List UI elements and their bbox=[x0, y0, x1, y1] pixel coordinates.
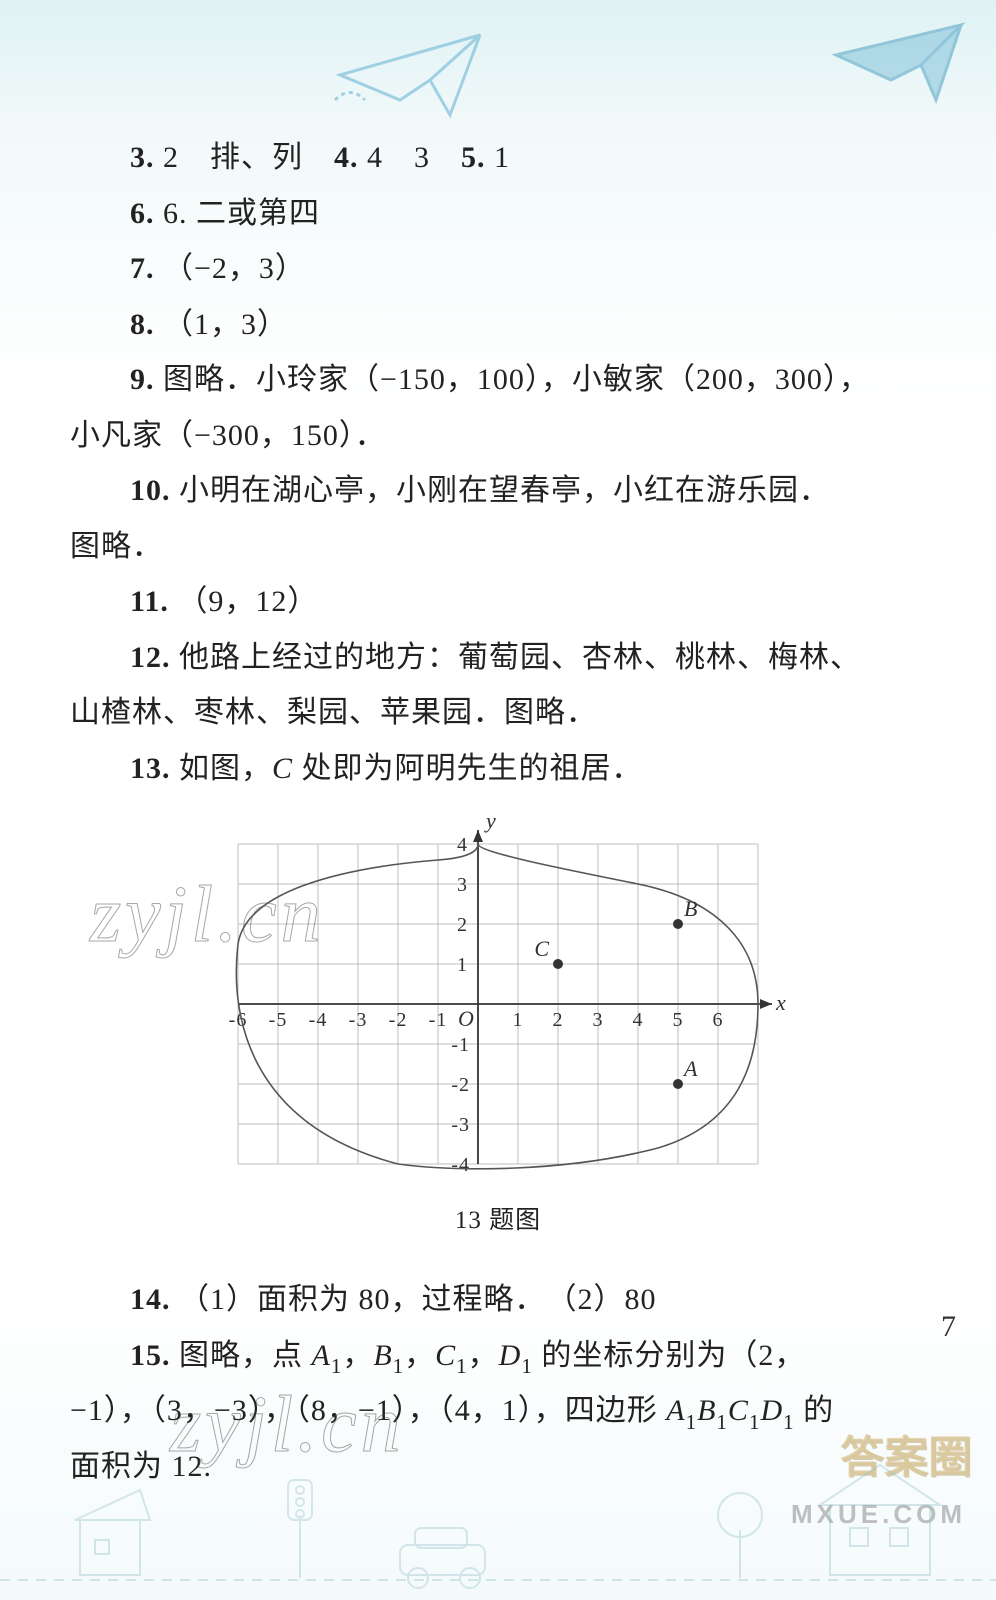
svg-text:y: y bbox=[484, 814, 497, 833]
answer-line: 13. 如图，C 处即为阿明先生的祖居． bbox=[70, 741, 926, 797]
paper-plane-icon bbox=[831, 15, 971, 115]
svg-text:C: C bbox=[534, 936, 550, 961]
svg-text:B: B bbox=[684, 896, 698, 921]
var-c: C bbox=[272, 752, 293, 785]
svg-text:-1: -1 bbox=[451, 1034, 470, 1056]
page-root: 3. 2 排、列 4. 4 3 5. 1 6. 6. 二或第四 7. （−2，3… bbox=[0, 0, 996, 1600]
answer-line: 11. （9，12） bbox=[70, 574, 926, 630]
answer-line: 10. 小明在湖心亭，小刚在望春亭，小红在游乐园． bbox=[70, 463, 926, 519]
svg-text:6: 6 bbox=[713, 1009, 724, 1031]
svg-text:3: 3 bbox=[593, 1009, 604, 1031]
svg-text:-4: -4 bbox=[309, 1009, 328, 1031]
answer-line: 6. 6. 二或第四 bbox=[70, 186, 926, 242]
text: 6. 二或第四 bbox=[163, 197, 320, 230]
svg-text:4: 4 bbox=[633, 1009, 644, 1031]
answer-line: 9. 图略．小玲家（−150，100），小敏家（200，300）， bbox=[70, 352, 926, 408]
svg-text:4: 4 bbox=[457, 834, 468, 856]
svg-text:-5: -5 bbox=[269, 1009, 288, 1031]
answer-line: 14. （1）面积为 80，过程略． （2）80 bbox=[70, 1272, 926, 1328]
svg-text:-4: -4 bbox=[451, 1154, 470, 1176]
svg-text:-3: -3 bbox=[349, 1009, 368, 1031]
svg-text:-1: -1 bbox=[429, 1009, 448, 1031]
svg-text:1: 1 bbox=[457, 954, 468, 976]
answer-line: 8. （1，3） bbox=[70, 297, 926, 353]
page-number: 7 bbox=[941, 1310, 956, 1344]
svg-text:2: 2 bbox=[553, 1009, 564, 1031]
svg-text:O: O bbox=[458, 1006, 475, 1031]
text: 处即为阿明先生的祖居． bbox=[293, 752, 643, 785]
answer-line: 3. 2 排、列 4. 4 3 5. 1 bbox=[70, 130, 926, 186]
answer-line: 12. 他路上经过的地方：葡萄园、杏林、桃林、梅林、 bbox=[70, 630, 926, 686]
answer-line-cont: 山楂林、枣林、梨园、苹果园．图略． bbox=[70, 685, 926, 741]
svg-text:A: A bbox=[682, 1056, 698, 1081]
svg-text:5: 5 bbox=[673, 1009, 684, 1031]
content-body: 3. 2 排、列 4. 4 3 5. 1 6. 6. 二或第四 7. （−2，3… bbox=[70, 130, 926, 1494]
svg-text:-2: -2 bbox=[389, 1009, 408, 1031]
svg-text:-3: -3 bbox=[451, 1114, 470, 1136]
answer-line: 7. （−2，3） bbox=[70, 241, 926, 297]
svg-text:-6: -6 bbox=[229, 1009, 248, 1031]
svg-text:1: 1 bbox=[513, 1009, 524, 1031]
svg-text:2: 2 bbox=[457, 914, 468, 936]
chart-caption: 13 题图 bbox=[70, 1198, 926, 1244]
chart-container: x y O -6 -5 -4 -3 -2 -1 1 2 3 4 5 6 1 2 3 4 -1 -2 -3 -4 A B C 13 … bbox=[70, 814, 926, 1244]
answer-line: 15. 图略，点 A1，B1，C1，D1 的坐标分别为（2， bbox=[70, 1328, 926, 1384]
svg-text:x: x bbox=[775, 990, 787, 1015]
footer-scene-icon bbox=[0, 1420, 996, 1600]
coordinate-chart: x y O -6 -5 -4 -3 -2 -1 1 2 3 4 5 6 1 2 3 4 -1 -2 -3 -4 A B C bbox=[208, 814, 788, 1194]
answer-line-cont: 小凡家（−300，150）． bbox=[70, 408, 926, 464]
paper-plane-icon bbox=[330, 20, 500, 130]
svg-text:3: 3 bbox=[457, 874, 468, 896]
svg-text:-2: -2 bbox=[451, 1074, 470, 1096]
answer-line-cont: 图略． bbox=[70, 519, 926, 575]
